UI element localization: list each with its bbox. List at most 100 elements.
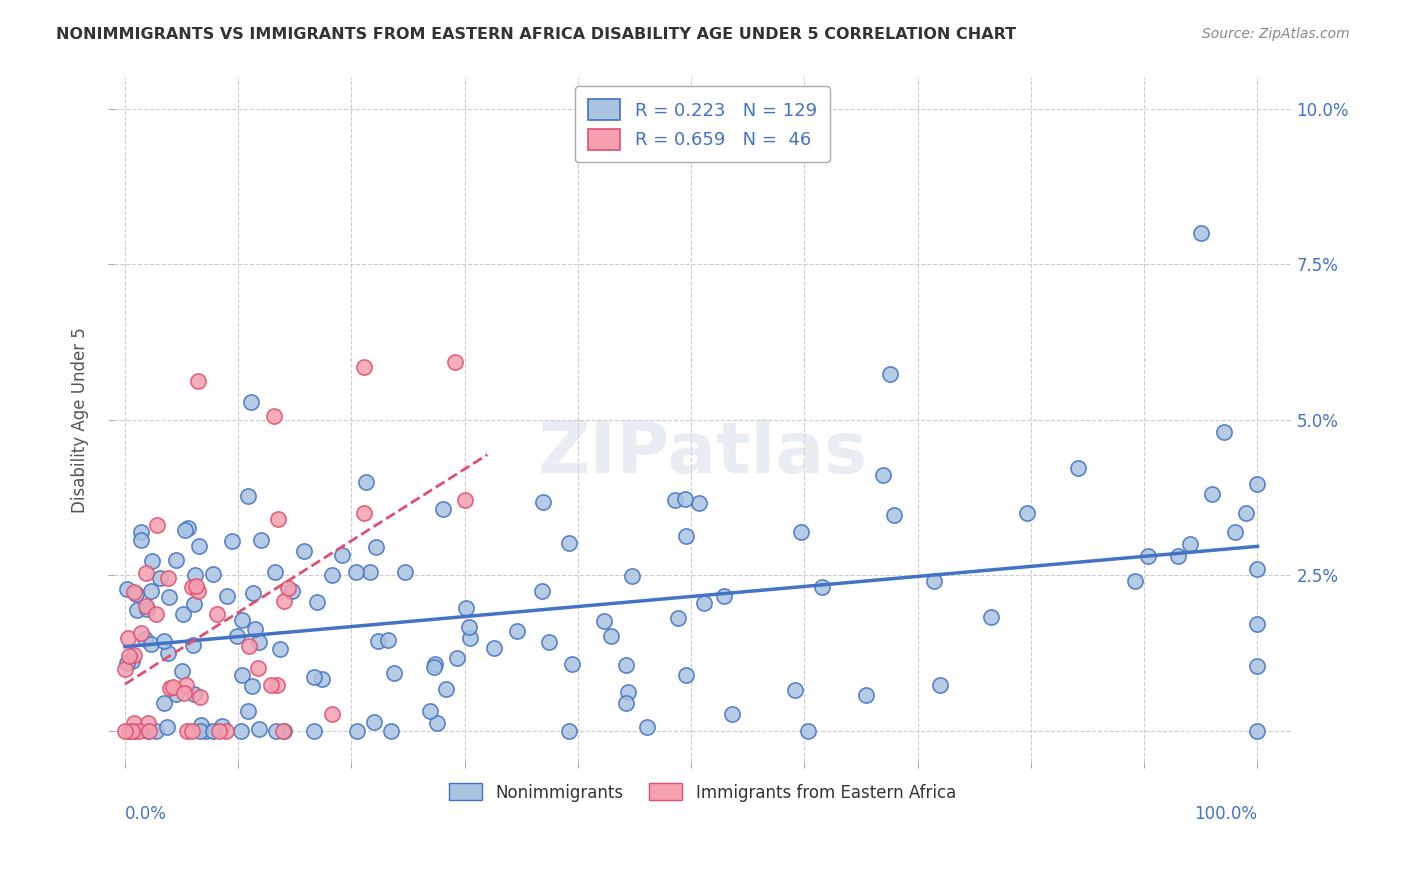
Point [188, 539, 211, 553]
Point [267, 512, 290, 526]
Point [181, 580, 204, 594]
Point [250, 533, 273, 547]
Point [620, 568, 643, 582]
Point [363, 715, 385, 730]
Point [558, 723, 581, 738]
Point [344, 566, 367, 580]
Point [221, 534, 243, 549]
Point [183, 687, 205, 701]
Point [121, 723, 143, 738]
Point [454, 600, 477, 615]
Point [263, 565, 285, 579]
Point [136, 602, 159, 616]
Point [238, 489, 260, 503]
Point [614, 696, 637, 710]
Point [1246, 659, 1268, 673]
Point [444, 355, 467, 369]
Point [181, 639, 204, 653]
Point [135, 566, 157, 580]
Point [980, 610, 1002, 624]
Point [208, 723, 231, 738]
Point [156, 720, 179, 734]
Point [599, 629, 621, 643]
Point [366, 540, 388, 554]
Point [277, 581, 299, 595]
Point [165, 687, 187, 701]
Point [153, 633, 176, 648]
Point [1246, 562, 1268, 576]
Point [117, 631, 139, 645]
Point [377, 633, 399, 648]
Point [1136, 549, 1159, 563]
Point [359, 565, 381, 579]
Point [1189, 226, 1212, 240]
Point [129, 533, 152, 548]
Point [538, 635, 561, 649]
Point [1123, 574, 1146, 588]
Point [131, 626, 153, 640]
Point [174, 678, 197, 692]
Point [152, 697, 174, 711]
Point [157, 591, 180, 605]
Point [872, 468, 894, 483]
Point [135, 599, 157, 613]
Point [394, 566, 416, 580]
Point [721, 707, 744, 722]
Point [1246, 723, 1268, 738]
Point [273, 593, 295, 607]
Point [693, 597, 716, 611]
Point [187, 583, 209, 598]
Point [242, 586, 264, 600]
Point [688, 496, 710, 510]
Point [419, 704, 441, 718]
Point [136, 716, 159, 731]
Point [240, 394, 263, 409]
Point [883, 508, 905, 522]
Point [166, 553, 188, 567]
Point [592, 614, 614, 628]
Point [136, 723, 159, 738]
Point [304, 670, 326, 684]
Point [115, 656, 138, 670]
Point [263, 409, 285, 423]
Point [159, 681, 181, 695]
Point [675, 667, 697, 681]
Point [273, 723, 295, 738]
Point [321, 568, 343, 582]
Point [311, 672, 333, 686]
Point [122, 648, 145, 662]
Point [367, 634, 389, 648]
Point [146, 518, 169, 533]
Point [713, 590, 735, 604]
Point [211, 719, 233, 733]
Point [190, 717, 212, 731]
Point [231, 668, 253, 682]
Point [1067, 461, 1090, 475]
Point [783, 682, 806, 697]
Point [141, 583, 163, 598]
Point [207, 607, 229, 621]
Point [922, 574, 945, 589]
Point [125, 603, 148, 617]
Point [238, 639, 260, 653]
Point [453, 493, 475, 508]
Point [184, 579, 207, 593]
Point [134, 632, 156, 646]
Point [446, 650, 468, 665]
Point [1223, 524, 1246, 539]
Point [321, 706, 343, 721]
Point [190, 690, 212, 705]
Point [505, 624, 527, 638]
Point [215, 589, 238, 603]
Point [125, 587, 148, 601]
Point [557, 535, 579, 549]
Point [176, 723, 198, 738]
Point [482, 640, 505, 655]
Point [243, 622, 266, 636]
Point [1201, 487, 1223, 501]
Point [1246, 617, 1268, 632]
Point [436, 681, 458, 696]
Text: NONIMMIGRANTS VS IMMIGRANTS FROM EASTERN AFRICA DISABILITY AGE UNDER 5 CORRELATI: NONIMMIGRANTS VS IMMIGRANTS FROM EASTERN… [56, 27, 1017, 42]
Point [879, 368, 901, 382]
Point [614, 658, 637, 673]
